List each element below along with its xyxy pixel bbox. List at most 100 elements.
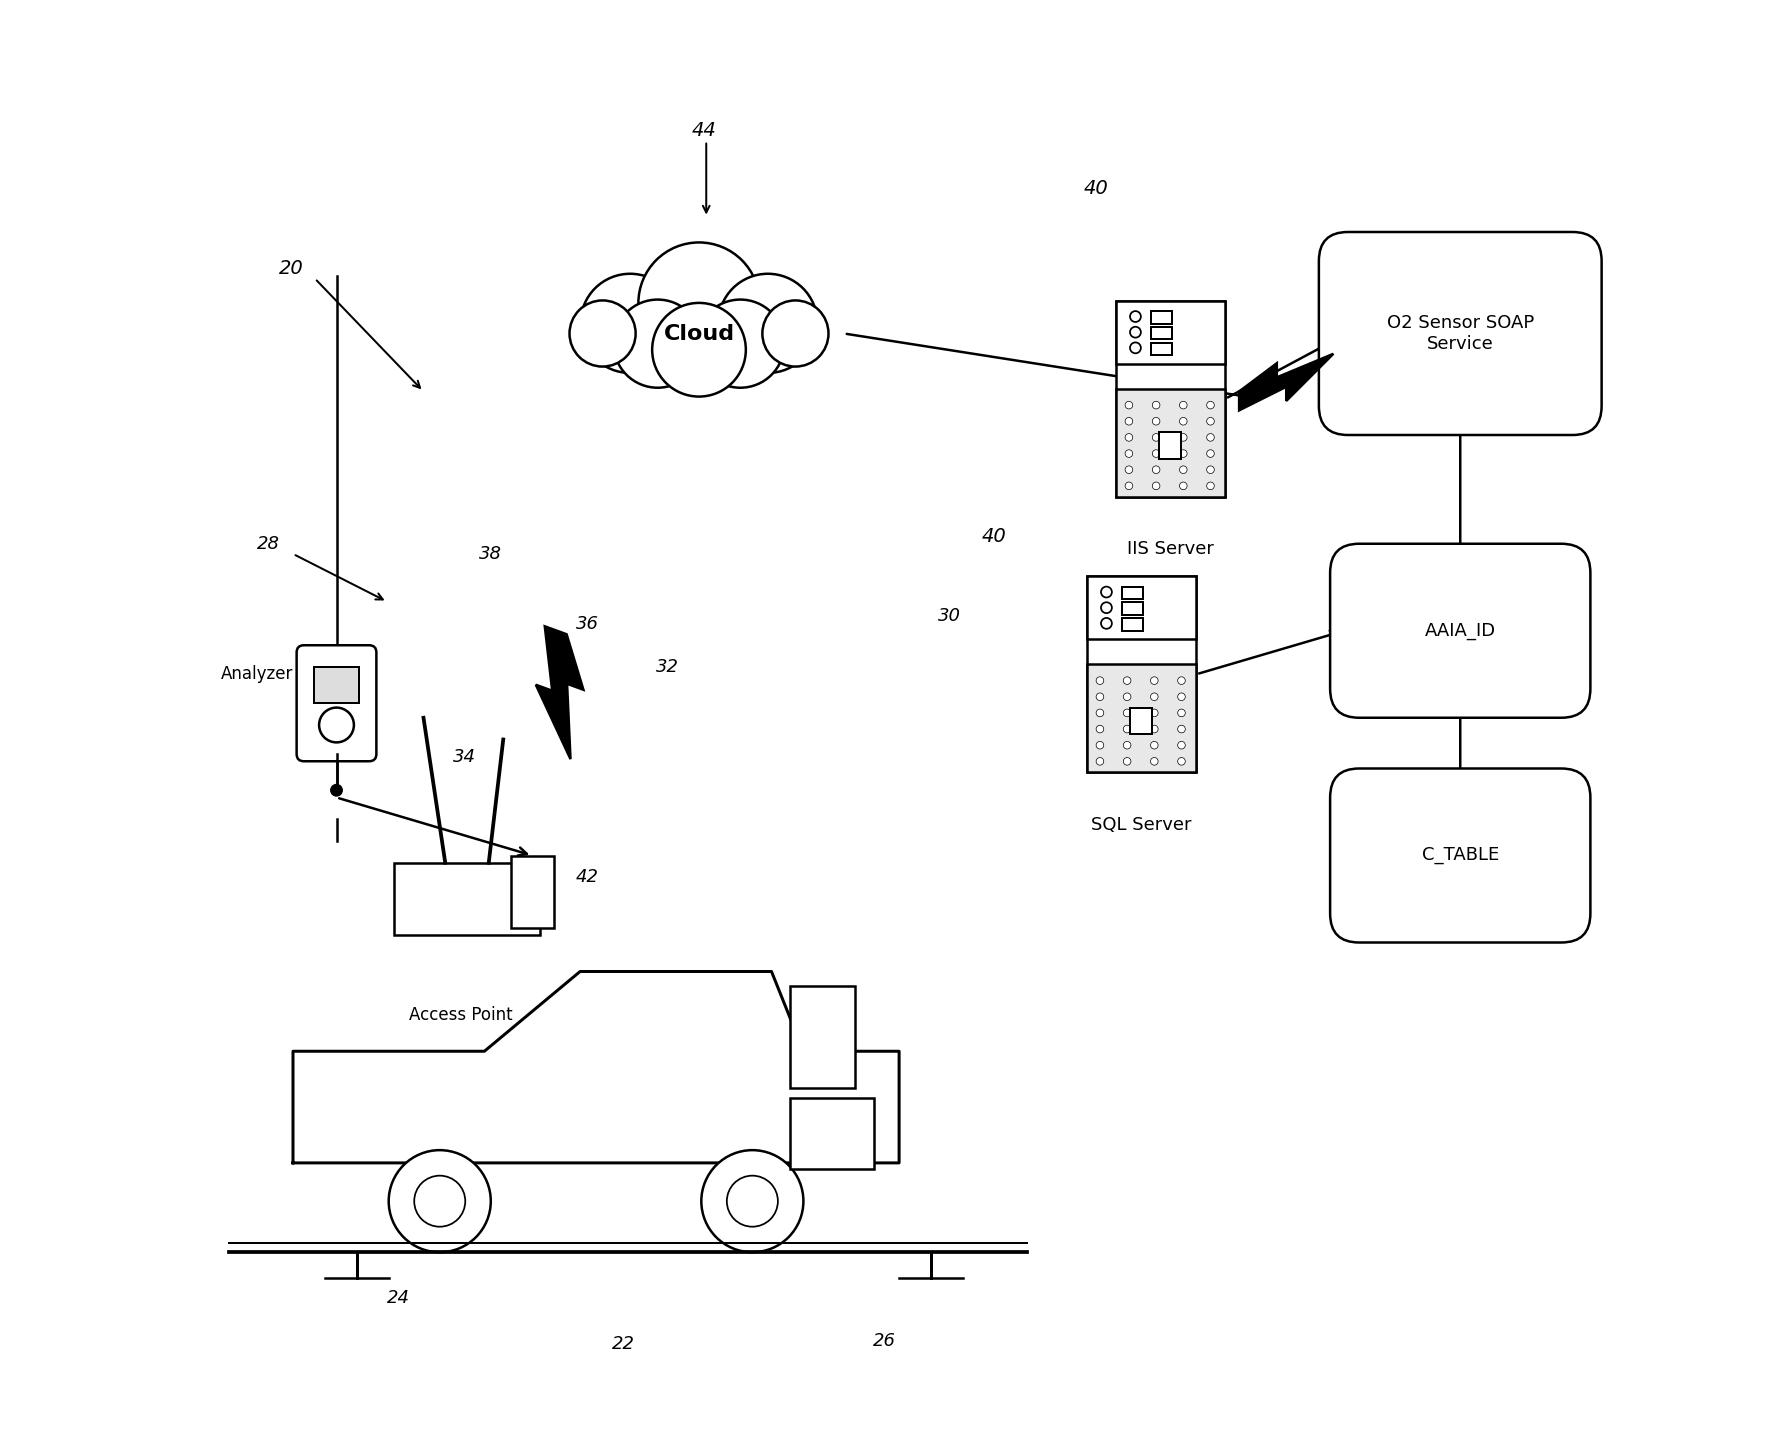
FancyBboxPatch shape	[1086, 664, 1196, 771]
Text: 24: 24	[387, 1289, 410, 1306]
Text: 38: 38	[479, 545, 502, 563]
Circle shape	[1150, 709, 1157, 716]
Circle shape	[1150, 757, 1157, 766]
Text: 20: 20	[279, 258, 304, 278]
Circle shape	[1150, 725, 1157, 732]
FancyBboxPatch shape	[1150, 312, 1173, 323]
Circle shape	[1177, 677, 1186, 684]
FancyBboxPatch shape	[314, 667, 359, 703]
FancyBboxPatch shape	[1319, 232, 1601, 435]
Circle shape	[719, 274, 818, 373]
Circle shape	[1124, 677, 1131, 684]
Text: Access Point: Access Point	[408, 1006, 513, 1024]
FancyBboxPatch shape	[1150, 342, 1173, 355]
Circle shape	[1124, 741, 1131, 750]
Circle shape	[320, 708, 353, 742]
Text: O2 Sensor SOAP
Service: O2 Sensor SOAP Service	[1386, 315, 1534, 352]
Circle shape	[1180, 465, 1187, 474]
Circle shape	[1131, 326, 1141, 338]
Circle shape	[1125, 465, 1132, 474]
Circle shape	[1100, 602, 1111, 613]
Circle shape	[1125, 418, 1132, 425]
FancyBboxPatch shape	[1116, 302, 1225, 496]
Circle shape	[1124, 693, 1131, 700]
Circle shape	[1177, 741, 1186, 750]
Circle shape	[1100, 587, 1111, 597]
Text: SQL Server: SQL Server	[1092, 815, 1191, 834]
Circle shape	[1152, 450, 1159, 457]
FancyBboxPatch shape	[790, 986, 856, 1088]
Text: 42: 42	[575, 869, 598, 886]
Circle shape	[1152, 402, 1159, 409]
FancyBboxPatch shape	[1150, 326, 1173, 339]
Circle shape	[763, 300, 829, 367]
Circle shape	[1207, 465, 1214, 474]
Circle shape	[726, 1176, 777, 1227]
Circle shape	[651, 303, 746, 397]
Circle shape	[1177, 709, 1186, 716]
Circle shape	[580, 274, 680, 373]
Circle shape	[1124, 709, 1131, 716]
Circle shape	[639, 242, 760, 364]
Circle shape	[1097, 741, 1104, 750]
FancyBboxPatch shape	[511, 856, 554, 928]
FancyBboxPatch shape	[1159, 432, 1180, 460]
Circle shape	[1124, 725, 1131, 732]
Circle shape	[1207, 450, 1214, 457]
Polygon shape	[536, 626, 584, 760]
FancyBboxPatch shape	[1116, 389, 1225, 496]
FancyBboxPatch shape	[790, 1098, 875, 1169]
Circle shape	[1207, 402, 1214, 409]
Circle shape	[614, 300, 701, 387]
Circle shape	[1152, 465, 1159, 474]
Text: C_TABLE: C_TABLE	[1422, 847, 1498, 864]
Circle shape	[1131, 342, 1141, 354]
Circle shape	[1097, 757, 1104, 766]
Circle shape	[1100, 618, 1111, 629]
Circle shape	[1152, 418, 1159, 425]
Circle shape	[701, 1150, 804, 1253]
FancyBboxPatch shape	[296, 645, 376, 761]
Text: 34: 34	[453, 748, 476, 766]
Circle shape	[1150, 677, 1157, 684]
Text: 36: 36	[575, 615, 598, 632]
FancyBboxPatch shape	[1329, 768, 1590, 942]
Circle shape	[1177, 725, 1186, 732]
FancyBboxPatch shape	[1086, 577, 1196, 771]
Text: IIS Server: IIS Server	[1127, 541, 1214, 558]
FancyBboxPatch shape	[1329, 544, 1590, 718]
Circle shape	[1097, 693, 1104, 700]
Circle shape	[389, 1150, 490, 1253]
FancyBboxPatch shape	[1086, 577, 1196, 639]
FancyBboxPatch shape	[1131, 708, 1152, 735]
Circle shape	[1150, 741, 1157, 750]
FancyBboxPatch shape	[1122, 602, 1143, 615]
Circle shape	[1125, 450, 1132, 457]
Circle shape	[330, 784, 343, 796]
Circle shape	[1180, 402, 1187, 409]
Circle shape	[1180, 418, 1187, 425]
Circle shape	[1097, 677, 1104, 684]
Circle shape	[570, 300, 635, 367]
Text: 40: 40	[1083, 178, 1108, 199]
Text: 44: 44	[692, 120, 717, 141]
FancyBboxPatch shape	[394, 863, 540, 935]
Text: 40: 40	[982, 526, 1006, 547]
Circle shape	[1097, 709, 1104, 716]
Polygon shape	[1239, 354, 1333, 410]
Circle shape	[1180, 481, 1187, 490]
Circle shape	[1125, 402, 1132, 409]
Text: Analyzer: Analyzer	[220, 666, 293, 683]
FancyBboxPatch shape	[1122, 618, 1143, 631]
Circle shape	[1177, 693, 1186, 700]
Circle shape	[1152, 434, 1159, 441]
Circle shape	[1207, 418, 1214, 425]
Circle shape	[1124, 757, 1131, 766]
Circle shape	[1131, 312, 1141, 322]
Circle shape	[1180, 450, 1187, 457]
Circle shape	[1150, 693, 1157, 700]
Circle shape	[414, 1176, 465, 1227]
Text: Cloud: Cloud	[664, 323, 735, 344]
Circle shape	[1207, 481, 1214, 490]
Text: 30: 30	[939, 608, 962, 625]
